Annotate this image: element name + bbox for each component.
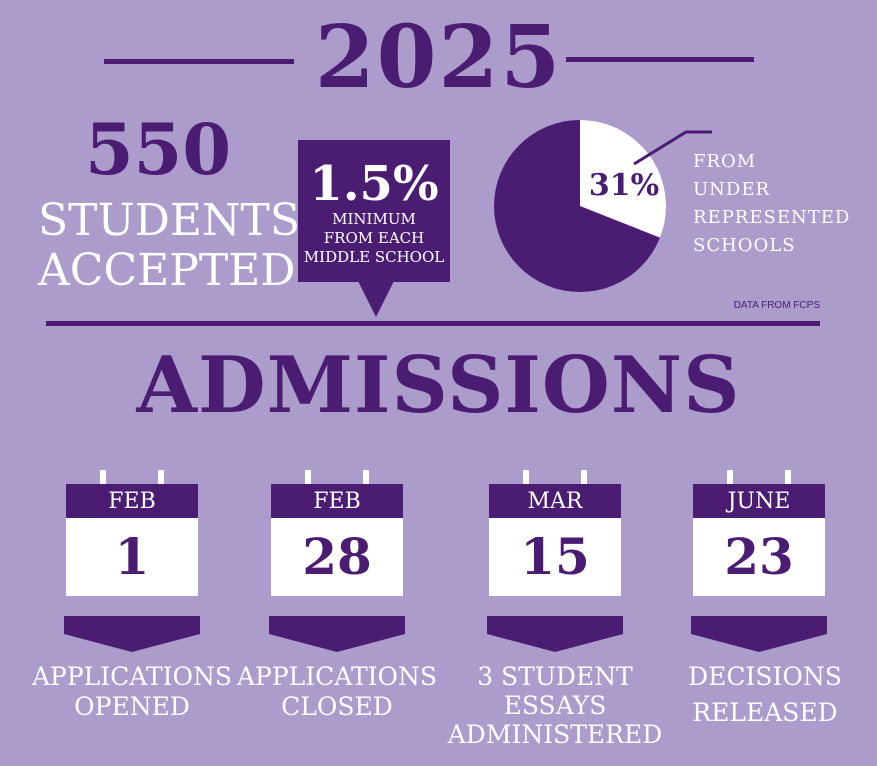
- timeline-pointer: [691, 616, 827, 652]
- calendar-day: 15: [489, 518, 621, 596]
- calendar-day: 23: [693, 518, 825, 596]
- calendar-day: 1: [66, 518, 198, 596]
- accepted-number: 550: [84, 108, 232, 191]
- calendar-ring: [523, 470, 529, 494]
- caption-line: DECISIONS: [688, 662, 842, 691]
- minimum-callout: 1.5% MINIMUM FROM EACH MIDDLE SCHOOL: [298, 140, 450, 282]
- caption-line: ADMINISTERED: [447, 720, 663, 749]
- pie-leader-line: [633, 130, 712, 166]
- accepted-label-line2: ACCEPTED: [38, 245, 296, 296]
- pie-chart: [494, 120, 666, 292]
- admissions-title: ADMISSIONS: [136, 340, 741, 431]
- calendar-month: FEB: [271, 484, 403, 518]
- pie-slice-underrepresented: [580, 120, 666, 238]
- calendar-month: FEB: [66, 484, 198, 518]
- calendar-ring: [785, 470, 791, 494]
- calendar-ring: [305, 470, 311, 494]
- from-line1: FROM: [693, 151, 757, 172]
- minimum-line3: MIDDLE SCHOOL: [303, 248, 445, 266]
- caption-line: 3 STUDENT: [477, 662, 633, 691]
- calendar-month: MAR: [489, 484, 621, 518]
- underrepresented-label: FROM UNDER REPRESENTED SCHOOLS: [693, 148, 850, 260]
- section-divider: [46, 321, 820, 326]
- caption-essays-administered: 3 STUDENT ESSAYS ADMINISTERED: [445, 662, 665, 749]
- from-line4: SCHOOLS: [693, 235, 796, 256]
- calendar-ring: [581, 470, 587, 494]
- timeline-pointer: [64, 616, 200, 652]
- calendar-ring: [727, 470, 733, 494]
- caption-line: CLOSED: [281, 692, 393, 721]
- from-line3: REPRESENTED: [693, 207, 851, 228]
- timeline-pointer: [269, 616, 405, 652]
- calendar-ring: [158, 470, 164, 494]
- caption-applications-opened: APPLICATIONS OPENED: [22, 662, 242, 722]
- timeline-pointer: [487, 616, 623, 652]
- calendar-month: JUNE: [693, 484, 825, 518]
- from-line2: UNDER: [693, 179, 771, 200]
- caption-line: ESSAYS: [503, 691, 607, 720]
- caption-line: APPLICATIONS: [236, 662, 438, 691]
- pie-percent-label: 31%: [588, 168, 660, 203]
- top-rule-left: [104, 59, 294, 64]
- accepted-label-line1: STUDENTS: [38, 195, 300, 246]
- calendar-day: 28: [271, 518, 403, 596]
- caption-line: APPLICATIONS: [31, 662, 233, 691]
- caption-line: OPENED: [74, 692, 190, 721]
- data-credit: DATA FROM FCPS: [733, 300, 820, 311]
- year-heading: 2025: [314, 7, 563, 108]
- caption-line: RELEASED: [692, 698, 838, 727]
- top-rule-right: [566, 57, 754, 62]
- calendar-ring: [363, 470, 369, 494]
- minimum-percent: 1.5%: [309, 156, 439, 212]
- caption-decisions-released: DECISIONS RELEASED: [655, 662, 875, 728]
- calendar-ring: [100, 470, 106, 494]
- caption-applications-closed: APPLICATIONS CLOSED: [227, 662, 447, 722]
- minimum-line1: MINIMUM: [332, 210, 416, 228]
- minimum-line2: FROM EACH: [323, 229, 425, 247]
- callout-pointer: [358, 281, 394, 317]
- accepted-label: STUDENTS ACCEPTED: [38, 195, 300, 296]
